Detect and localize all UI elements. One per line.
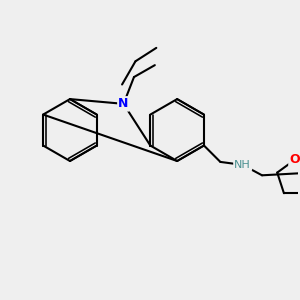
Text: NH: NH: [234, 160, 251, 170]
Text: N: N: [118, 98, 129, 110]
Text: O: O: [290, 153, 300, 166]
